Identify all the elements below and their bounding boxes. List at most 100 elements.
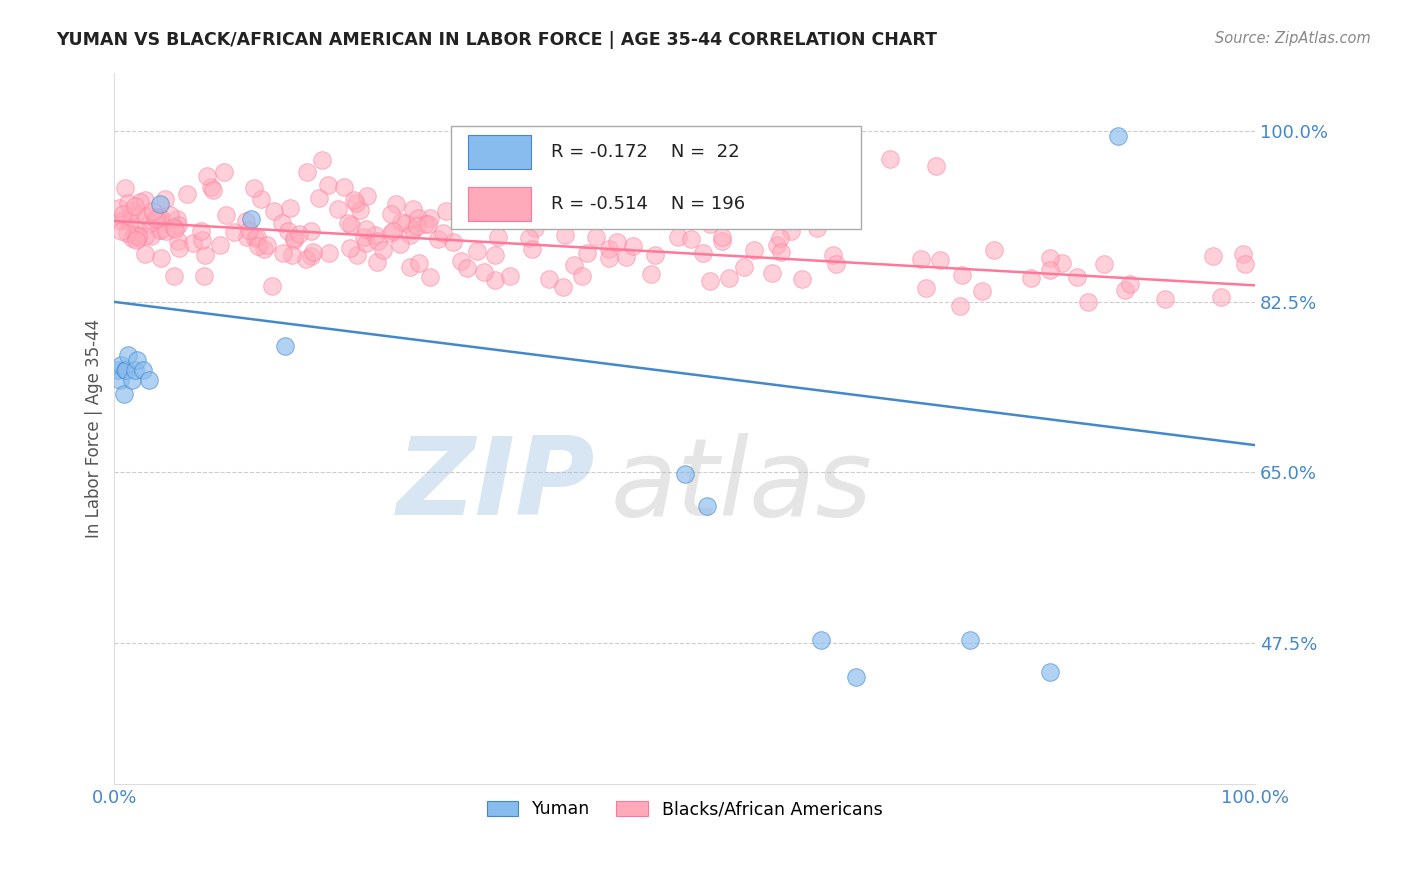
Point xyxy=(344,195,367,210)
Point xyxy=(270,216,292,230)
Point xyxy=(110,358,132,372)
Point xyxy=(124,227,146,242)
Point xyxy=(790,272,813,286)
Point xyxy=(571,268,593,283)
Point xyxy=(640,268,662,282)
Point xyxy=(274,339,297,353)
Point xyxy=(326,202,349,217)
Point xyxy=(149,210,172,224)
Point xyxy=(949,299,972,313)
Point xyxy=(1092,257,1115,271)
Point xyxy=(240,212,263,227)
Point xyxy=(142,204,165,219)
Point xyxy=(395,216,418,230)
Point xyxy=(1119,277,1142,292)
Point xyxy=(673,467,696,482)
Point xyxy=(373,244,395,258)
Point xyxy=(366,255,388,269)
Legend: Yuman, Blacks/African Americans: Yuman, Blacks/African Americans xyxy=(479,793,889,825)
Point xyxy=(332,180,354,194)
Point xyxy=(117,349,139,363)
Point xyxy=(825,257,848,271)
Point xyxy=(402,202,425,216)
Text: R = -0.172    N =  22: R = -0.172 N = 22 xyxy=(551,143,740,161)
Point xyxy=(163,268,186,283)
Point xyxy=(339,241,361,255)
Point xyxy=(299,224,322,238)
Point xyxy=(349,202,371,217)
Point xyxy=(134,194,156,208)
Point xyxy=(614,251,637,265)
Point xyxy=(256,238,278,252)
Point xyxy=(193,268,215,283)
Point xyxy=(316,178,339,193)
Point xyxy=(1209,290,1232,304)
Point xyxy=(121,231,143,245)
Point xyxy=(302,245,325,260)
Point xyxy=(810,632,832,647)
Point xyxy=(163,222,186,236)
Point xyxy=(176,187,198,202)
Point xyxy=(108,214,131,228)
Point xyxy=(215,208,238,222)
FancyBboxPatch shape xyxy=(468,186,530,220)
Point xyxy=(238,223,260,237)
Point xyxy=(249,193,271,207)
Point xyxy=(389,236,412,251)
Point xyxy=(143,211,166,225)
Point xyxy=(145,211,167,226)
Point xyxy=(135,209,157,223)
Point xyxy=(537,272,560,286)
Point xyxy=(148,223,170,237)
Point xyxy=(107,363,129,377)
Point xyxy=(114,363,136,377)
Point xyxy=(770,244,793,259)
Point xyxy=(246,230,269,244)
Point xyxy=(845,670,868,684)
Point xyxy=(821,247,844,261)
Point xyxy=(499,268,522,283)
Point xyxy=(115,226,138,240)
Point xyxy=(107,201,129,215)
Point xyxy=(551,280,574,294)
Point xyxy=(679,231,702,245)
Point xyxy=(419,269,441,284)
Point xyxy=(520,242,543,256)
Point xyxy=(769,231,792,245)
Point xyxy=(138,216,160,230)
Point xyxy=(278,202,301,216)
Point xyxy=(399,260,422,274)
Point xyxy=(121,373,143,387)
Point xyxy=(253,242,276,256)
Point xyxy=(644,248,666,262)
Point xyxy=(401,223,423,237)
Point xyxy=(295,165,318,179)
Point xyxy=(125,204,148,219)
Point xyxy=(441,235,464,250)
Point xyxy=(554,227,576,242)
Point xyxy=(224,225,246,239)
Point xyxy=(167,234,190,248)
FancyBboxPatch shape xyxy=(451,127,862,229)
Point xyxy=(346,248,368,262)
Point xyxy=(111,207,134,221)
Point xyxy=(717,270,740,285)
Point xyxy=(696,500,718,514)
Point xyxy=(155,224,177,238)
Point xyxy=(488,211,510,226)
Point xyxy=(1077,295,1099,310)
Point xyxy=(243,231,266,245)
Point xyxy=(472,265,495,279)
Point xyxy=(380,207,402,221)
Point xyxy=(148,211,170,225)
Point xyxy=(456,261,478,276)
Point xyxy=(132,363,155,377)
Point xyxy=(167,218,190,232)
Point xyxy=(148,212,170,227)
Text: YUMAN VS BLACK/AFRICAN AMERICAN IN LABOR FORCE | AGE 35-44 CORRELATION CHART: YUMAN VS BLACK/AFRICAN AMERICAN IN LABOR… xyxy=(56,31,938,49)
Point xyxy=(114,363,136,377)
Point xyxy=(517,230,540,244)
Point xyxy=(134,228,156,243)
Point xyxy=(711,230,734,244)
Point xyxy=(1232,247,1254,261)
